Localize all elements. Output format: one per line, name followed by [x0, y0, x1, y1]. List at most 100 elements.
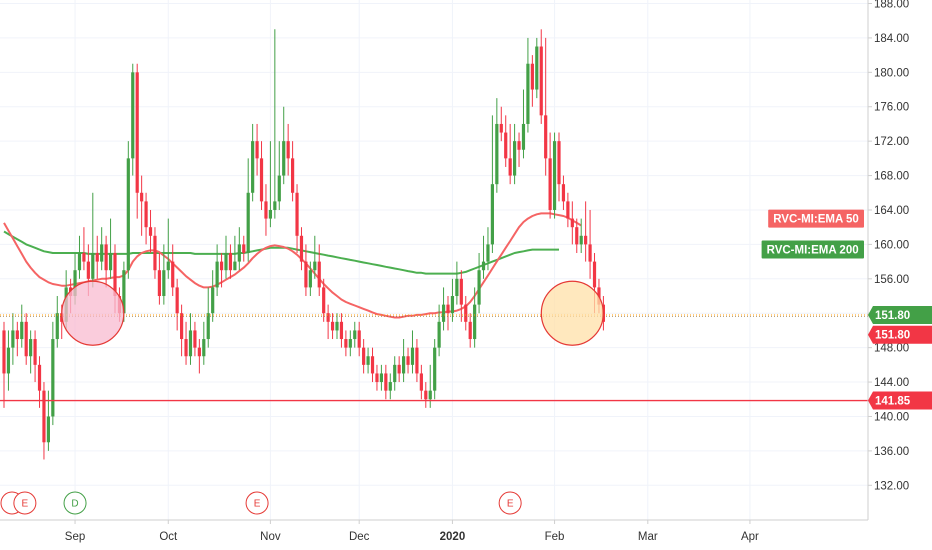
- candle-body: [211, 287, 215, 314]
- candle: [233, 235, 237, 271]
- candle-body: [344, 339, 348, 348]
- candlesticks: [2, 29, 605, 460]
- highlight-circle[interactable]: [61, 280, 125, 346]
- candle: [424, 382, 428, 408]
- y-tick-label: 132.00: [874, 480, 909, 492]
- candle: [513, 123, 517, 185]
- candle-body: [526, 63, 530, 124]
- candle-body: [513, 141, 517, 176]
- candle-body: [468, 321, 472, 340]
- candle: [464, 296, 468, 331]
- candle: [291, 141, 295, 202]
- price-tag-bg: [868, 305, 932, 324]
- candle: [46, 390, 50, 451]
- candle-body: [175, 287, 179, 314]
- candle: [171, 244, 175, 297]
- candle-body: [24, 321, 28, 357]
- indicator-tag-label: RVC-MI:EMA 200: [767, 245, 859, 257]
- indicator-tag-bg: [761, 240, 864, 259]
- candle: [140, 175, 144, 236]
- candle-body: [122, 270, 126, 314]
- candle-body: [455, 278, 459, 297]
- price-tag-bg: [868, 325, 932, 344]
- candle-body: [402, 356, 406, 374]
- candle: [224, 235, 228, 279]
- price-tag-label: 151.80: [875, 330, 910, 342]
- candle: [539, 29, 543, 124]
- candle-body: [242, 244, 246, 253]
- candle-body: [140, 192, 144, 202]
- candle-body: [273, 201, 277, 210]
- candle-body: [197, 347, 201, 357]
- candle: [561, 175, 566, 210]
- event-marker[interactable]: E: [13, 491, 37, 515]
- candle-body: [406, 356, 410, 365]
- candle: [180, 304, 184, 357]
- candle: [490, 115, 494, 253]
- candle-body: [224, 253, 228, 271]
- candle: [362, 339, 366, 374]
- price-axis[interactable]: 132.00136.00140.00144.00148.00152.00156.…: [868, 0, 932, 492]
- candle: [246, 158, 250, 262]
- candle-body: [415, 347, 419, 374]
- candle-body: [393, 364, 397, 383]
- candle: [255, 123, 259, 176]
- candle-body: [419, 373, 423, 391]
- candle-body: [366, 356, 370, 365]
- candle: [419, 364, 423, 400]
- candle: [415, 339, 419, 383]
- y-tick-label: 180.00: [874, 67, 909, 79]
- x-tick-label: Sep: [65, 531, 85, 543]
- time-axis[interactable]: Sep Oct Nov Dec 2020 Feb Mar Apr: [65, 520, 759, 543]
- candle-body: [295, 192, 299, 236]
- candle-body: [33, 339, 37, 365]
- candle: [384, 364, 388, 400]
- candle-body: [424, 390, 428, 400]
- indicator-tag[interactable]: RVC-MI:EMA 200: [761, 240, 864, 259]
- grid: [0, 0, 868, 520]
- x-tick-label: Dec: [349, 531, 370, 543]
- price-tag-label: 141.85: [875, 396, 911, 408]
- candle: [450, 278, 455, 322]
- candle-body: [291, 158, 295, 193]
- candle: [33, 330, 37, 383]
- candle: [95, 235, 99, 279]
- candle-body: [397, 364, 401, 374]
- event-marker[interactable]: E: [245, 491, 269, 515]
- indicator-tag-bg: [768, 209, 864, 228]
- candle: [206, 287, 210, 348]
- candle: [91, 192, 95, 288]
- candle: [584, 201, 588, 262]
- candle-body: [73, 270, 77, 297]
- x-tick-label: Feb: [545, 531, 565, 543]
- indicator-tag[interactable]: RVC-MI:EMA 50: [768, 209, 864, 228]
- candle-body: [481, 261, 486, 271]
- candle-body: [362, 347, 366, 365]
- candle: [286, 123, 290, 176]
- candle-body: [215, 261, 219, 288]
- candle-body: [42, 390, 46, 443]
- candle-body: [82, 253, 86, 262]
- event-marker[interactable]: D: [63, 491, 87, 515]
- event-marker[interactable]: E: [498, 491, 522, 515]
- candle-body: [157, 270, 161, 297]
- candle-body: [588, 244, 592, 262]
- candle-body: [428, 390, 432, 400]
- candle-body: [348, 339, 352, 348]
- candle-body: [508, 158, 512, 176]
- candle-body: [113, 253, 117, 297]
- candle: [348, 330, 352, 357]
- candle: [481, 235, 486, 279]
- highlight-circles: [61, 280, 604, 346]
- candle-body: [20, 321, 24, 340]
- highlight-circle[interactable]: [540, 280, 604, 346]
- candle-body: [339, 321, 344, 340]
- candle: [215, 244, 219, 297]
- price-tag-label: 151.80: [875, 310, 910, 322]
- candle: [29, 330, 33, 374]
- candle-body: [228, 253, 233, 271]
- candle: [126, 141, 130, 279]
- candle: [406, 347, 410, 374]
- y-tick-label: 148.00: [874, 343, 909, 355]
